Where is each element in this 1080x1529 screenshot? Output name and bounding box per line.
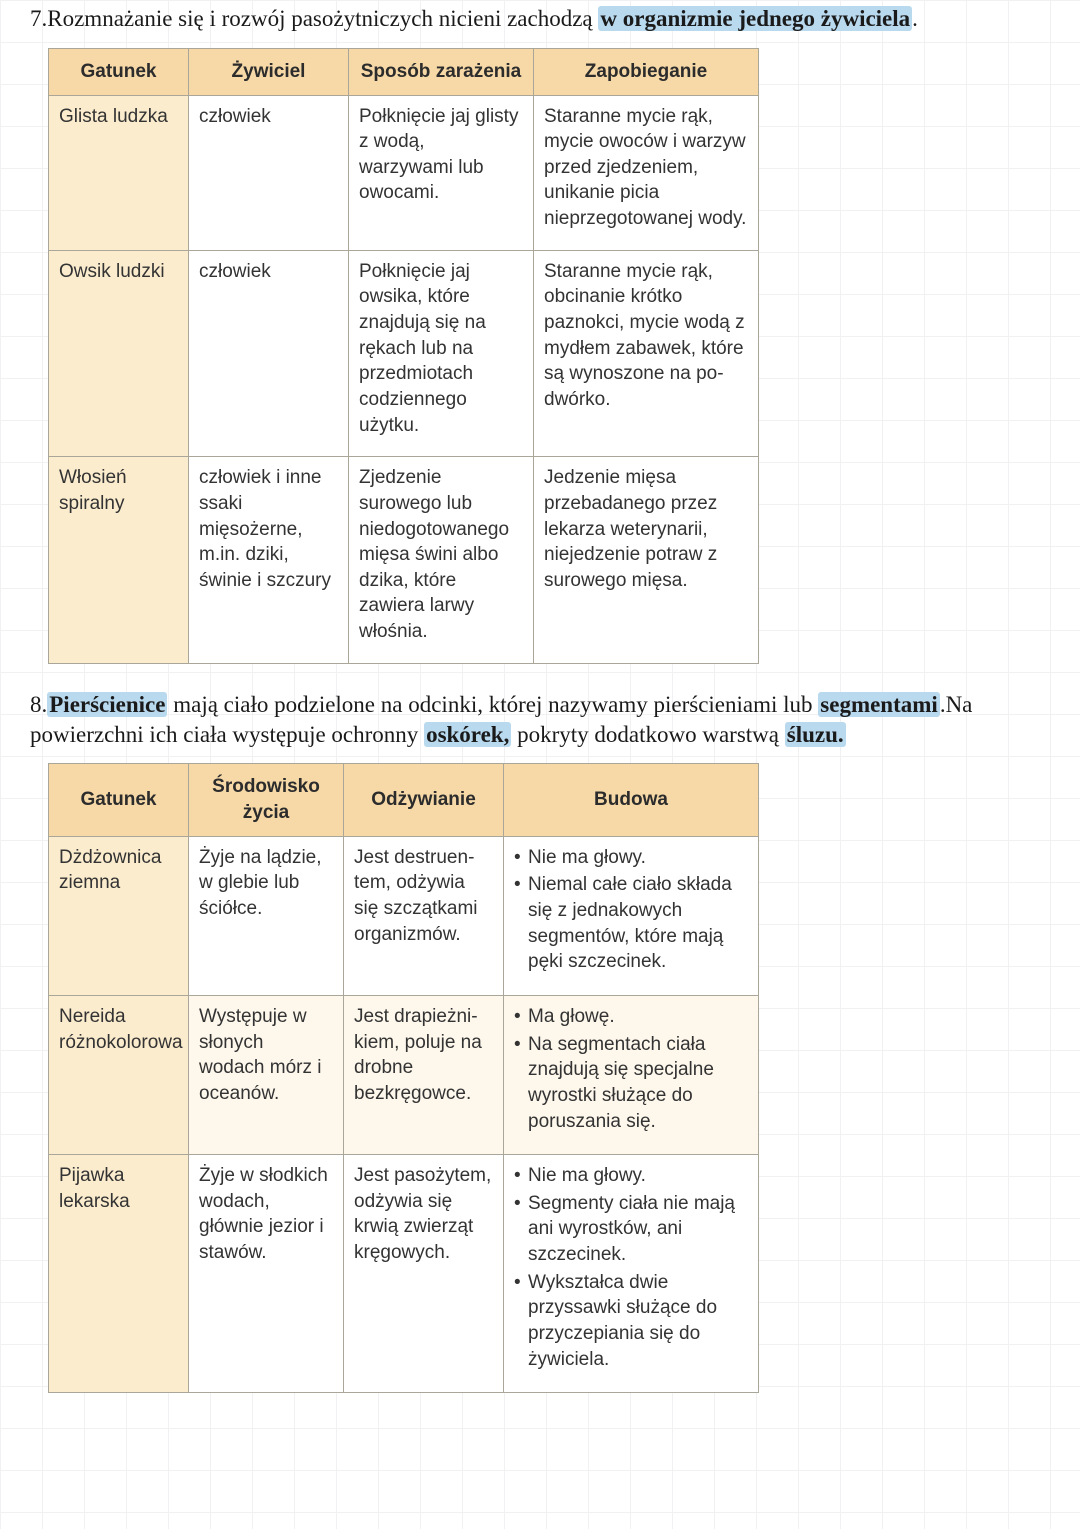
th-gatunek: Gatunek (49, 764, 189, 836)
section7-number: 7. (30, 6, 47, 31)
section8-hl3: oskórek, (424, 722, 511, 747)
list-item: Nie ma głowy. (514, 845, 748, 871)
cell-srodowisko: Występuje w słonych wodach mórz i oceanó… (189, 995, 344, 1154)
cell-zapob: Jedzenie mięsa przebada­nego przez lekar… (534, 457, 759, 663)
table-row: Włosień spiralny człowiek i inne ssaki m… (49, 457, 759, 663)
section7-text-before: Rozmnażanie się i rozwój pasożytniczych … (47, 6, 598, 31)
cell-gatunek: Włosień spiralny (49, 457, 189, 663)
section7-highlight: w organizmie jednego żywiciela (598, 6, 912, 31)
table-row: Glista ludzka człowiek Połknięcie jaj gl… (49, 95, 759, 250)
table-header-row: Gatunek Żywiciel Sposób zarażenia Zapobi… (49, 48, 759, 95)
section8-number: 8. (30, 692, 47, 717)
th-zapob: Zapobieganie (534, 48, 759, 95)
cell-sposob: Zjedzenie surowego lub niedogotowanego m… (349, 457, 534, 663)
list-item: Nie ma głowy. (514, 1163, 748, 1189)
cell-sposob: Połknięcie jaj owsika, które znajdują si… (349, 250, 534, 456)
th-odzywianie: Odżywianie (344, 764, 504, 836)
cell-gatunek: Nereida różnokolorowa (49, 995, 189, 1154)
cell-gatunek: Dżdżownica ziemna (49, 836, 189, 995)
section8-hl1: Pierścienice (47, 692, 167, 717)
cell-srodowisko: Żyje w słodkich wodach, głównie jezior i… (189, 1155, 344, 1393)
cell-odzywianie: Jest pasożytem, odżywia się krwią zwierz… (344, 1155, 504, 1393)
cell-gatunek: Glista ludzka (49, 95, 189, 250)
cell-sposob: Połknięcie jaj glisty z wodą, warzywami … (349, 95, 534, 250)
budowa-list: Ma głowę. Na segmentach ciała znajdują s… (514, 1004, 748, 1134)
budowa-list: Nie ma głowy. Niemal całe ciało składa s… (514, 845, 748, 975)
cell-gatunek: Owsik ludzki (49, 250, 189, 456)
budowa-list: Nie ma głowy. Segmenty ciała nie mają an… (514, 1163, 748, 1372)
section8-hl2: segmentami (818, 692, 940, 717)
th-srodowisko: Środowisko życia (189, 764, 344, 836)
cell-zapob: Staranne mycie rąk, obcina­nie krótko pa… (534, 250, 759, 456)
table-row: Owsik ludzki człowiek Połknięcie jaj ows… (49, 250, 759, 456)
section8-paragraph: 8.Pierścienice mają ciało podzielone na … (30, 690, 1030, 750)
cell-budowa: Nie ma głowy. Niemal całe ciało składa s… (504, 836, 759, 995)
th-budowa: Budowa (504, 764, 759, 836)
table-pierscienice: Gatunek Środowisko życia Odżywianie Budo… (48, 763, 759, 1393)
table-row: Nereida różnokolorowa Występuje w słonyc… (49, 995, 759, 1154)
cell-budowa: Nie ma głowy. Segmenty ciała nie mają an… (504, 1155, 759, 1393)
table-nicienie: Gatunek Żywiciel Sposób zarażenia Zapobi… (48, 48, 759, 664)
cell-odzywianie: Jest drapieżni­kiem, poluje na drobne be… (344, 995, 504, 1154)
th-gatunek: Gatunek (49, 48, 189, 95)
cell-budowa: Ma głowę. Na segmentach ciała znajdują s… (504, 995, 759, 1154)
section7-text-after: . (912, 6, 918, 31)
cell-gatunek: Pijawka lekarska (49, 1155, 189, 1393)
section7-paragraph: 7.Rozmnażanie się i rozwój pasożytniczyc… (30, 4, 1030, 34)
cell-zywiciel: człowiek (189, 250, 349, 456)
section8-t1: mają ciało podzielone na odcinki, której… (167, 692, 818, 717)
cell-odzywianie: Jest destruen­tem, odżywia się szczątkam… (344, 836, 504, 995)
list-item: Niemal całe ciało składa się z jednakowy… (514, 872, 748, 975)
th-sposob: Sposób zarażenia (349, 48, 534, 95)
list-item: Wykształca dwie przyssawki służące do pr… (514, 1270, 748, 1373)
table-row: Pijawka lekarska Żyje w słodkich wodach,… (49, 1155, 759, 1393)
th-zywiciel: Żywiciel (189, 48, 349, 95)
section8-t3: pokryty dodatkowo warstwą (511, 722, 784, 747)
cell-zywiciel: człowiek i inne ssaki mięsożerne, m.in. … (189, 457, 349, 663)
list-item: Segmenty ciała nie mają ani wyrostków, a… (514, 1191, 748, 1268)
cell-zywiciel: człowiek (189, 95, 349, 250)
cell-zapob: Staranne mycie rąk, mycie owoców i warzy… (534, 95, 759, 250)
table-header-row: Gatunek Środowisko życia Odżywianie Budo… (49, 764, 759, 836)
table-row: Dżdżownica ziemna Żyje na lądzie, w gleb… (49, 836, 759, 995)
list-item: Ma głowę. (514, 1004, 748, 1030)
section8-hl4: śluzu. (785, 722, 846, 747)
list-item: Na segmentach ciała znajdują się specjal… (514, 1032, 748, 1135)
cell-srodowisko: Żyje na lądzie, w glebie lub ściółce. (189, 836, 344, 995)
